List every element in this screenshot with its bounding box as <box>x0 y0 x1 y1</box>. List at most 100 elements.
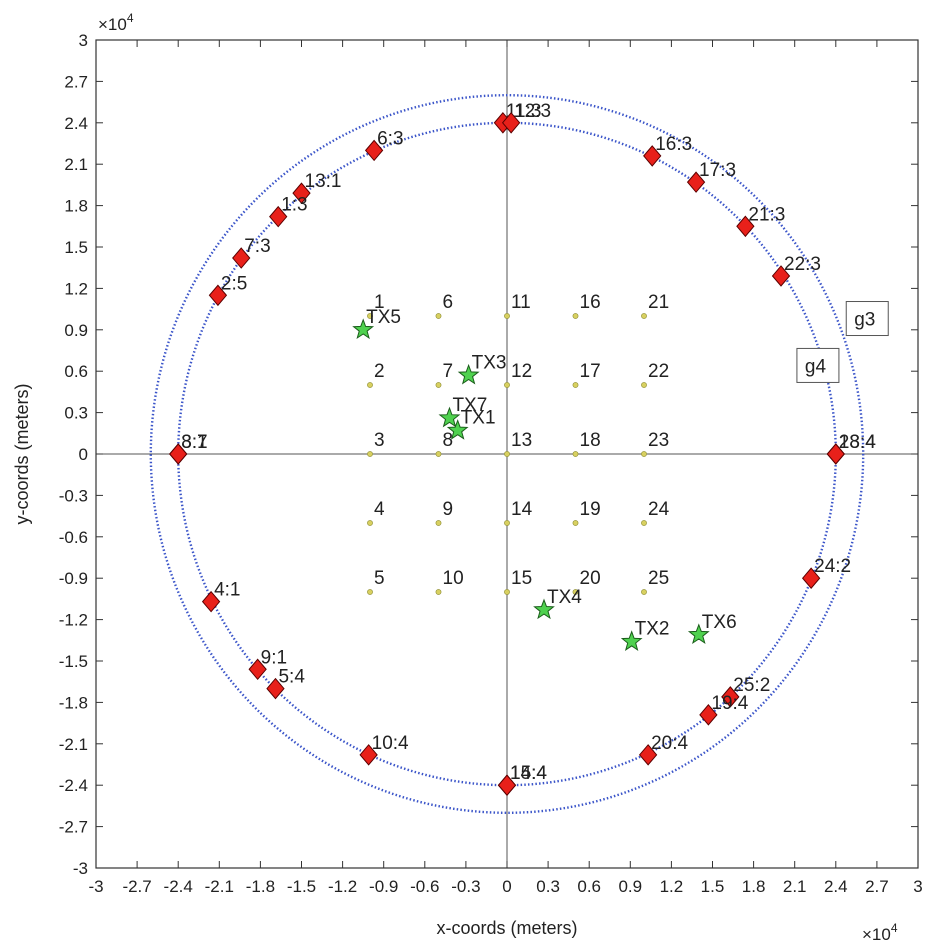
receiver-marker <box>364 139 384 162</box>
y-tick-label: 0.6 <box>64 362 88 381</box>
receiver-marker <box>643 145 662 167</box>
x-tick-label: -0.6 <box>410 877 439 896</box>
grid-point-label: 12 <box>511 361 532 382</box>
grid-point <box>367 451 373 457</box>
grid-point-label: 3 <box>374 430 385 451</box>
y-tick-label: -2.1 <box>59 735 88 754</box>
transmitter-marker <box>687 623 710 645</box>
x-tick-label: -2.1 <box>205 877 234 896</box>
x-tick-label: -1.2 <box>328 877 357 896</box>
transmitter-marker <box>457 363 480 385</box>
x-tick-label: 2.7 <box>865 877 889 896</box>
x-tick-label: -1.8 <box>246 877 275 896</box>
grid-point <box>641 451 647 457</box>
grid-point <box>435 313 442 319</box>
receiver-marker <box>208 284 228 307</box>
grid-point-label: 25 <box>648 568 669 589</box>
receiver-marker <box>736 215 755 238</box>
receiver-label: 16:3 <box>655 134 692 155</box>
x-tick-label: -3 <box>88 877 103 896</box>
x-tick-label: 0.6 <box>577 877 601 896</box>
y-tick-label: 2.4 <box>64 114 88 133</box>
receiver-label: 5:4 <box>278 667 305 688</box>
legend-box-label: g3 <box>854 310 875 331</box>
legend-boxes: g3 g4 <box>796 301 889 383</box>
y-tick-label: 1.2 <box>64 279 88 298</box>
grid-point <box>367 520 373 526</box>
x-tick-label: 2.1 <box>783 877 807 896</box>
y-tick-label: -1.2 <box>59 611 88 630</box>
x-tick-label: -2.4 <box>164 877 193 896</box>
receiver-marker <box>801 567 821 589</box>
receiver-marker <box>248 658 267 681</box>
y-exponent-label: ×104 <box>98 11 134 34</box>
y-tick-label: 1.5 <box>64 238 88 257</box>
transmitter-label: TX5 <box>366 307 401 328</box>
grid-point-label: 9 <box>443 499 454 520</box>
grid-point <box>504 313 510 319</box>
x-tick-label: -2.7 <box>122 877 151 896</box>
receiver-label: 4:1 <box>214 580 240 601</box>
x-tick-label: -0.3 <box>451 877 480 896</box>
y-tick-label: -1.8 <box>59 693 88 712</box>
grid-point-label: 6 <box>443 292 454 313</box>
x-tick-label: 2.4 <box>824 877 848 896</box>
x-axis-label: x-coords (meters) <box>436 918 577 938</box>
receiver-label: 7:3 <box>244 236 270 257</box>
grid-point <box>435 520 442 526</box>
range-circle <box>149 94 865 814</box>
transmitter-label: TX4 <box>547 587 582 608</box>
receiver-marker <box>501 112 521 134</box>
grid-point-label: 23 <box>648 430 669 451</box>
transmitter-marker <box>533 598 555 620</box>
grid-point-label: 14 <box>511 499 533 520</box>
transmitter-label: TX7 <box>452 395 487 416</box>
transmitter-label: TX6 <box>702 612 737 633</box>
grid-point-label: 4 <box>374 499 385 520</box>
transmitter-marker <box>352 318 375 340</box>
receiver-label: 24:2 <box>814 556 851 577</box>
grid-point <box>504 382 510 388</box>
grid-point <box>572 313 579 319</box>
receiver-label: 14:4 <box>510 763 547 784</box>
receiver-label: 17:3 <box>699 160 736 181</box>
grid-point <box>504 451 510 457</box>
receiver-label: 18:4 <box>839 432 876 453</box>
grid-point-label: 11 <box>511 292 531 313</box>
grid-point-label: 7 <box>443 361 454 382</box>
receiver-marker <box>638 744 658 766</box>
legend-box-label: g4 <box>805 356 827 377</box>
receiver-label: 25:2 <box>733 675 770 696</box>
y-tick-label: -1.5 <box>59 652 88 671</box>
receiver-marker <box>292 182 311 204</box>
receiver-marker <box>497 774 517 796</box>
receiver-label: 22:3 <box>784 254 821 275</box>
y-tick-label: 0.3 <box>64 404 88 423</box>
receiver-label: 6:3 <box>377 128 403 149</box>
receiver-label: 23:4 <box>839 432 876 453</box>
receiver-label: 3:7 <box>181 432 207 453</box>
y-axis-label: y-coords (meters) <box>12 383 32 524</box>
grid-point <box>641 520 647 526</box>
y-tick-label: 0 <box>79 445 88 464</box>
y-tick-label: 2.7 <box>64 72 88 91</box>
grid-point <box>435 382 442 388</box>
y-tick-label: -0.3 <box>59 486 88 505</box>
grid-point-label: 1 <box>374 292 385 313</box>
x-tick-label: 3 <box>913 877 922 896</box>
grid-point-label: 2 <box>374 361 385 382</box>
y-tick-label: 0.9 <box>64 321 88 340</box>
y-tick-label: 1.8 <box>64 197 88 216</box>
x-tick-label: 0.9 <box>618 877 642 896</box>
grid-point-label: 8 <box>443 430 454 451</box>
grid-point-label: 20 <box>580 568 601 589</box>
x-tick-label: 1.2 <box>660 877 684 896</box>
grid-point <box>572 382 579 388</box>
grid-point <box>435 451 442 457</box>
transmitter-marker <box>438 406 461 428</box>
transmitter-label: TX1 <box>461 408 496 429</box>
x-tick-label: 0 <box>502 877 511 896</box>
receiver-marker <box>266 677 285 700</box>
grid-point <box>504 520 510 526</box>
grid-point-label: 17 <box>580 361 601 382</box>
